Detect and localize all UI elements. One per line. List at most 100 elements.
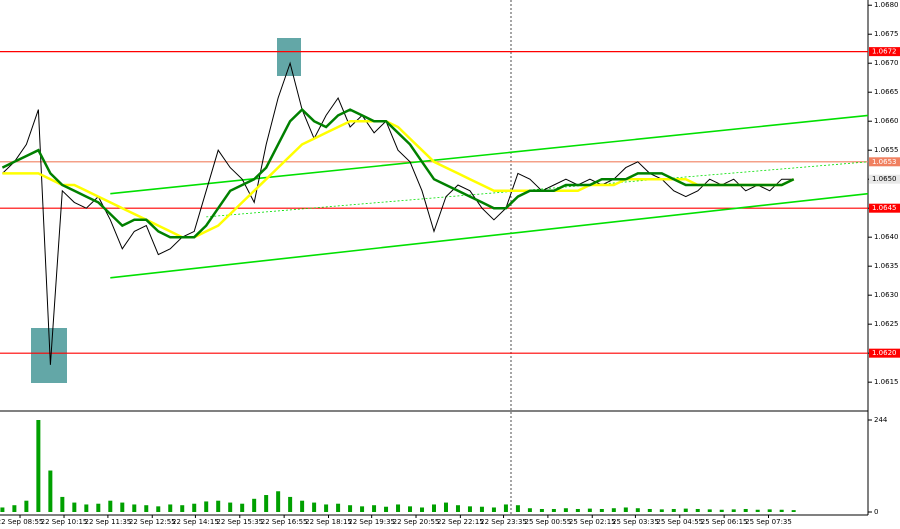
- level-tag: [869, 203, 900, 213]
- volume-bar: [551, 508, 556, 512]
- volume-bar: [755, 509, 760, 512]
- volume-bar: [767, 509, 772, 512]
- x-tick-label: 25 Sep 03:35: [612, 518, 659, 526]
- volume-bar: [479, 506, 484, 512]
- volume-bar: [216, 500, 221, 512]
- volume-bar: [12, 505, 17, 512]
- volume-bar: [276, 491, 281, 512]
- y-tick-label: 1.0675: [874, 30, 899, 38]
- volume-bar: [108, 500, 113, 512]
- volume-bar: [240, 503, 245, 512]
- y-tick-label: 1.0630: [874, 291, 899, 299]
- volume-bar: [396, 504, 401, 512]
- x-tick-label: 22 Sep 16:55: [261, 518, 308, 526]
- y-tick-label: 1.0635: [874, 262, 899, 270]
- y-tick-label: 1.0665: [874, 88, 899, 96]
- x-tick-label: 25 Sep 07:35: [745, 518, 792, 526]
- volume-bar: [671, 508, 676, 512]
- volume-bar: [312, 502, 317, 512]
- x-tick-label: 22 Sep 14:15: [172, 518, 219, 526]
- x-tick-label: 25 Sep 06:15: [701, 518, 748, 526]
- level-tag: [869, 157, 900, 167]
- level-label: 1.0650: [872, 175, 897, 183]
- volume-bar: [515, 505, 520, 512]
- x-tick-label: 22 Sep 08:55: [0, 518, 43, 526]
- volume-bar: [228, 502, 233, 512]
- level-label: 1.0672: [872, 48, 897, 56]
- x-tick-label: 22 Sep 15:35: [216, 518, 263, 526]
- volume-bar: [539, 508, 544, 512]
- volume-bar: [408, 506, 413, 512]
- x-tick-label: 22 Sep 23:35: [480, 518, 527, 526]
- volume-bar: [791, 510, 796, 512]
- volume-bar: [384, 506, 389, 512]
- level-tag: [869, 348, 900, 358]
- volume-bar: [168, 504, 173, 512]
- volume-bar: [432, 504, 436, 512]
- trend-line: [110, 192, 869, 279]
- volume-bar: [300, 500, 305, 512]
- volume-bar: [659, 509, 664, 512]
- volume-bar: [192, 503, 197, 512]
- price-line: [2, 119, 795, 239]
- volume-bar: [779, 509, 784, 512]
- volume-bar: [48, 470, 53, 512]
- volume-bar: [743, 508, 748, 512]
- volume-bar: [0, 507, 5, 512]
- volume-bar: [348, 505, 353, 512]
- volume-bar: [60, 496, 65, 512]
- level-tag: [869, 174, 900, 184]
- x-tick-label: 25 Sep 02:15: [569, 518, 616, 526]
- y-tick-label: 1.0640: [874, 233, 899, 241]
- level-tag: [869, 47, 900, 57]
- x-tick-label: 22 Sep 18:15: [305, 518, 352, 526]
- volume-bar: [599, 508, 604, 512]
- x-tick-label: 22 Sep 20:55: [393, 518, 440, 526]
- volume-bar: [252, 498, 257, 512]
- x-tick-label: 22 Sep 12:55: [129, 518, 176, 526]
- y-tick-label: 1.0615: [874, 378, 899, 386]
- volume-bar: [72, 502, 77, 512]
- volume-bar: [623, 507, 628, 512]
- y-tick-label: 1.0660: [874, 117, 899, 125]
- volume-bar: [180, 505, 185, 512]
- y-tick-label: 1.0655: [874, 146, 899, 154]
- x-tick-label: 22 Sep 19:35: [348, 518, 395, 526]
- volume-bar: [36, 420, 41, 512]
- volume-bar: [288, 496, 293, 512]
- volume-bar: [360, 506, 365, 512]
- volume-bar: [491, 507, 496, 512]
- volume-bar: [336, 503, 341, 512]
- volume-bar: [420, 507, 425, 512]
- volume-bar: [132, 504, 137, 512]
- volume-bar: [467, 506, 472, 512]
- volume-bar: [120, 502, 125, 512]
- volume-bar: [96, 503, 101, 512]
- volume-bar: [635, 508, 640, 512]
- volume-bar: [24, 500, 29, 512]
- volume-bar: [575, 508, 580, 512]
- volume-bar: [324, 504, 329, 512]
- y-tick-label: 244: [874, 416, 888, 424]
- volume-bar: [647, 508, 652, 512]
- volume-bar: [587, 508, 592, 512]
- y-tick-label: 1.0670: [874, 59, 899, 67]
- highlight-box: [277, 38, 301, 76]
- x-tick-label: 22 Sep 22:15: [437, 518, 484, 526]
- volume-bar: [264, 495, 269, 512]
- volume-bar: [455, 505, 460, 512]
- level-label: 1.0653: [872, 158, 897, 166]
- volume-bar: [731, 509, 736, 512]
- volume-bar: [443, 502, 448, 512]
- volume-bar: [372, 505, 377, 512]
- volume-bar: [144, 505, 149, 512]
- x-tick-label: 25 Sep 04:55: [656, 518, 703, 526]
- volume-bar: [527, 508, 532, 512]
- price-line: [1, 107, 795, 239]
- volume-bar: [719, 509, 724, 512]
- volume-bar: [563, 508, 568, 512]
- x-tick-label: 25 Sep 00:55: [525, 518, 572, 526]
